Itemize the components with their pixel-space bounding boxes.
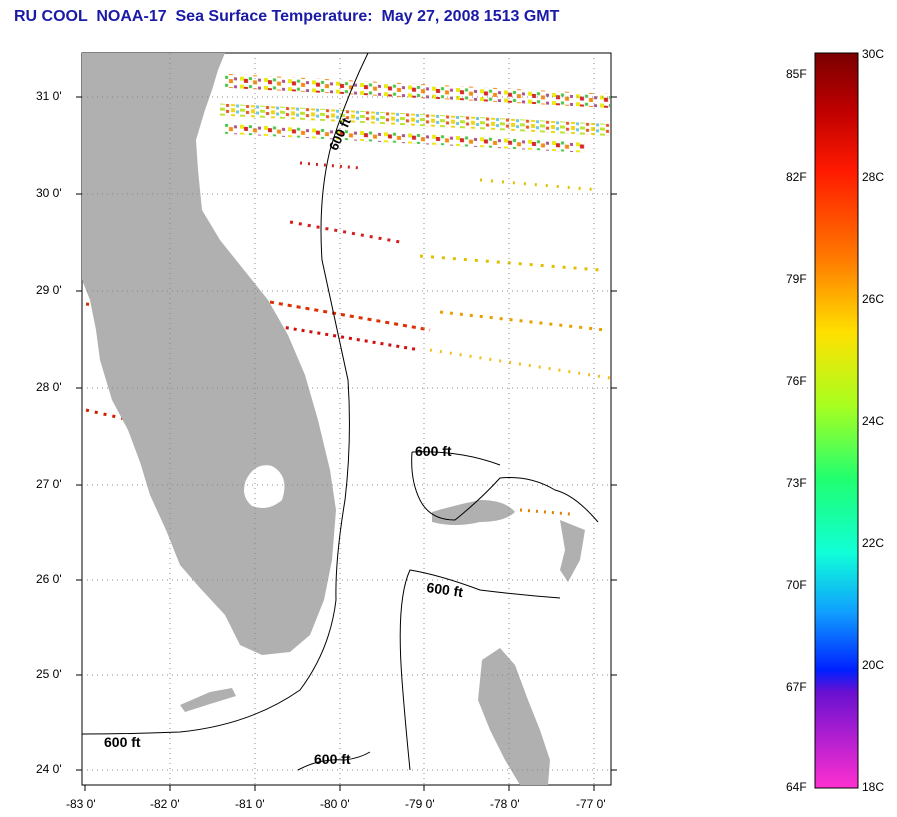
lon-label: -80 0' [320,797,350,811]
lon-label: -78 0' [490,797,520,811]
colorbar-f-label: 67F [786,680,807,694]
colorbar-f-label: 70F [786,578,807,592]
lat-label: 24 0' [36,762,62,776]
florida-keys [180,688,236,712]
lat-label: 31 0' [36,89,62,103]
colorbar-c-label: 28C [862,170,885,184]
abaco-land [560,520,585,582]
lat-label: 29 0' [36,283,62,297]
grand-bahama-land [432,500,515,525]
colorbar-f-label: 82F [786,170,807,184]
lat-label: 25 0' [36,667,62,681]
lon-label: -83 0' [66,797,96,811]
contour-label-4: 600 ft [104,734,141,750]
sst-swaths [220,73,610,153]
lat-label: 28 0' [36,380,62,394]
lon-label: -79 0' [405,797,435,811]
page-title: RU COOL NOAA-17 Sea Surface Temperature:… [14,8,560,25]
map-grid [82,53,611,785]
lat-label: 30 0' [36,186,62,200]
colorbar-f-label: 76F [786,374,807,388]
lat-label: 27 0' [36,477,62,491]
colorbar-f-label: 64F [786,780,807,794]
lake-okeechobee [244,465,285,508]
contour-label-5: 600 ft [314,751,351,767]
lon-label: -77 0' [576,797,606,811]
colorbar-c-label: 22C [862,536,885,550]
map-ticks [76,96,617,791]
colorbar-c-label: 24C [862,414,885,428]
contour-label-3: 600 ft [426,579,465,600]
colorbar-c-label: 18C [862,780,885,794]
colorbar-c-label: 30C [862,47,885,61]
lat-label: 26 0' [36,572,62,586]
colorbar-f-label: 73F [786,476,807,490]
colorbar [814,52,859,789]
andros-land [478,648,550,785]
contour-label-2: 600 ft [415,443,452,459]
lon-label: -82 0' [150,797,180,811]
lon-label: -81 0' [235,797,265,811]
depth-contours [81,52,599,771]
colorbar-f-label: 85F [786,67,807,81]
colorbar-c-label: 20C [862,658,885,672]
colorbar-f-label: 79F [786,272,807,286]
colorbar-c-label: 26C [862,292,885,306]
